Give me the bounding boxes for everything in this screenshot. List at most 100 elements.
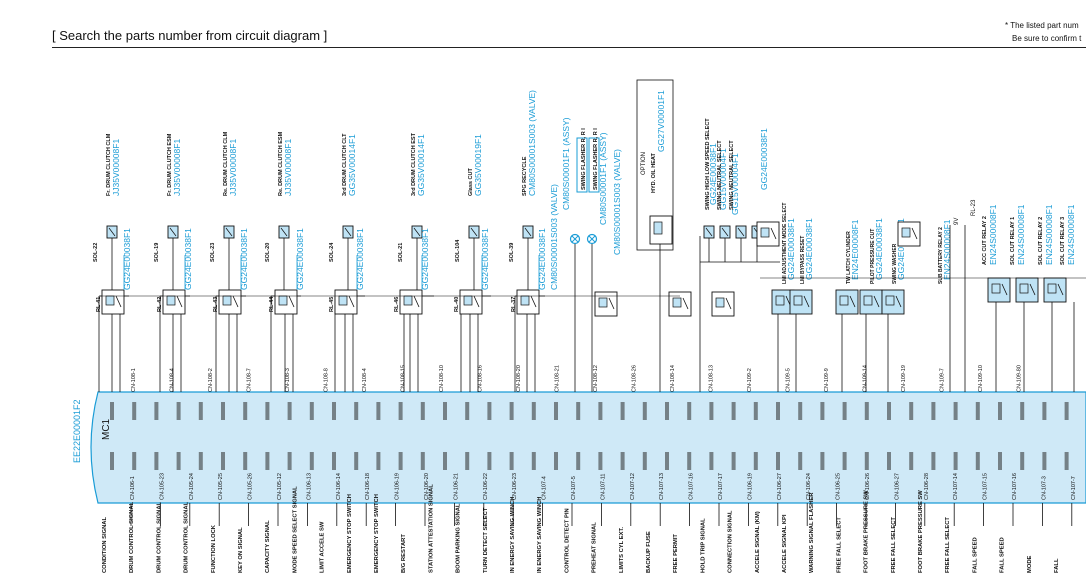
upper-connector-label: CN-109-80 [1017, 365, 1023, 392]
relay-coil [991, 283, 1001, 294]
pin-code [909, 402, 914, 420]
pin-code [420, 452, 425, 470]
pin-code [776, 452, 780, 470]
signal-label: EMERGENCY STOP SWITCH [374, 494, 380, 573]
upper-connector-label: CN-108-10 [439, 365, 445, 392]
relay-tag: RL-45 [329, 297, 335, 312]
solenoid-mark [721, 227, 729, 237]
pin-code [709, 402, 714, 420]
signal-label: FALL SPEED [972, 537, 978, 573]
upper-connector-label: CN-108-3 [285, 368, 291, 392]
relay-tag: RL-40 [454, 297, 460, 312]
signal-label: DRUM CONTROL SIGNAL [129, 501, 135, 573]
pin-code [465, 452, 470, 470]
solenoid-tag: SOL-39 [509, 243, 515, 262]
relay-part-number: GG24E00038F1 [480, 228, 490, 290]
heater-description: HYD. OIL HEAT [651, 153, 657, 193]
pin-code [820, 402, 825, 420]
part-description: 3rd DRUM CLUTCH EST [411, 132, 417, 196]
signal-label: STATION ATTESTATION SIGNAL [428, 484, 434, 573]
part-number-link: GG35V00014F1 [347, 134, 357, 196]
pin-code [554, 452, 558, 470]
relay-coil [715, 297, 725, 308]
upper-connector-label: CN-108-26 [632, 365, 638, 392]
relay-tag: RL-44 [269, 296, 275, 312]
flasher-label-1: SWING FLASHER R, R I [581, 128, 587, 190]
solenoid-symbol [468, 225, 480, 239]
connector-label: CN-107-13 [659, 473, 665, 500]
pin-code [975, 402, 980, 420]
solenoid-symbol [106, 225, 118, 239]
relay-tag: RL-41 [96, 297, 102, 312]
relay-contact [1057, 283, 1064, 296]
solenoid-mark [225, 227, 233, 237]
connector-label: CN-106-21 [453, 473, 459, 500]
far-right-part-number: EN24S00008F1 [988, 204, 998, 265]
signal-label: ACCELE SIGNAL KPI [782, 514, 788, 573]
signal-label: CAPACITY SIGNAL [265, 520, 271, 573]
pin-code [332, 452, 336, 470]
pin-code [509, 402, 514, 420]
pin-code [465, 402, 470, 420]
relay-coil [793, 295, 803, 306]
solenoid-tag: SOL-21 [398, 243, 404, 262]
pin-code [354, 452, 359, 470]
upper-connector-label: CN-108-4 [362, 368, 368, 392]
solenoid-tag: SOL-23 [210, 243, 216, 262]
pin-code [709, 452, 714, 470]
signal-label: KEY ON SIGNAL [238, 527, 244, 573]
solenoid-mark [108, 227, 116, 237]
relay-contact [873, 295, 880, 308]
relay-tag: RL-37 [511, 297, 517, 312]
relay-tag: RL-43 [213, 297, 219, 312]
relay-contact [530, 295, 537, 308]
pin-code [398, 452, 403, 470]
relay-contact [803, 295, 810, 308]
right-part-description: LMI ADJUSTMENT MODE SELECT [782, 203, 788, 284]
pin-code [1064, 402, 1069, 420]
connector-label: CN-106-19 [395, 473, 401, 500]
pin-code [665, 402, 669, 420]
pin-code [598, 452, 603, 470]
pin-code [953, 402, 958, 420]
controller-mc1 [90, 391, 1086, 504]
solenoid-symbol [735, 225, 747, 239]
pin-code [820, 452, 825, 470]
pin-code [420, 402, 425, 420]
solenoid-mark [524, 227, 532, 237]
upper-connector-label: CN-109-5 [786, 368, 792, 392]
relay-coil [885, 295, 895, 306]
pin-code [332, 402, 336, 420]
connector-label: CN-106-14 [336, 473, 342, 500]
right-part-number: GG24E00038F1 [896, 218, 906, 280]
part-number-link: GG35V00019F1 [473, 134, 483, 196]
connector-label: CN-106-19 [747, 473, 753, 500]
relay-coil [760, 227, 770, 238]
signal-label: LIMITS CYL EXT. [619, 527, 625, 573]
pin-code [154, 402, 159, 420]
pin-code [132, 452, 137, 470]
part-description: Glass CUT [468, 168, 474, 196]
upper-connector-label: CN-109-7 [940, 368, 946, 392]
pin-code [864, 402, 869, 420]
right-part-number: GG24E00038F1 [804, 218, 814, 280]
signal-label: B/G RESTART [401, 534, 407, 573]
connector-label: CN-106-23 [512, 473, 518, 500]
relay-contact [176, 295, 183, 308]
pin-code [998, 402, 1002, 420]
pin-code [975, 452, 980, 470]
pin-code [154, 452, 159, 470]
pin-code [531, 402, 536, 420]
connector-label: CN-106-18 [365, 473, 371, 500]
relay-contact [232, 295, 239, 308]
connector-label: CN-107-11 [600, 474, 606, 501]
page-title: [ Search the parts number from circuit d… [52, 28, 328, 43]
upper-connector-label: CN-108-4 [170, 368, 176, 392]
signal-label: BACKUP FUSE [646, 531, 652, 573]
pin-code [798, 452, 803, 470]
signal-label: FOOT BRAKE PRESSURE SW [864, 490, 870, 573]
relay-part-number: GG24E00038F1 [183, 228, 193, 290]
relay-coil [672, 297, 682, 308]
connector-label: CN-106-27 [777, 473, 783, 500]
